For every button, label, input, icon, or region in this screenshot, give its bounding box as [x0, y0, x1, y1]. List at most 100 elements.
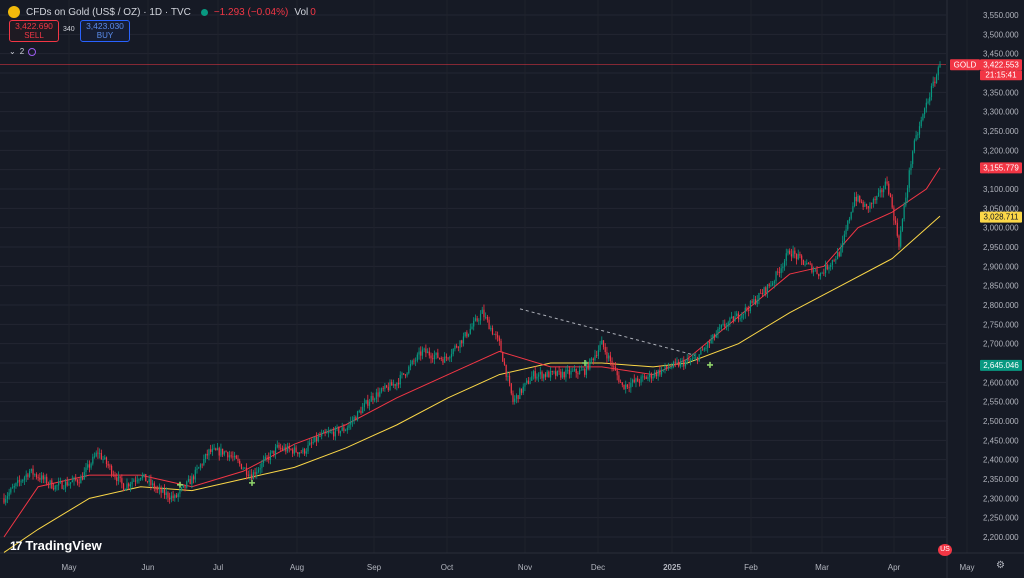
- candle-body: [286, 445, 289, 452]
- candle-body: [333, 431, 335, 437]
- candle-body: [602, 340, 605, 348]
- candle-body: [883, 189, 885, 193]
- candle-body: [908, 170, 910, 188]
- candle-body: [543, 374, 545, 379]
- buy-button[interactable]: 3,423.030 BUY: [80, 20, 130, 42]
- candle-body: [772, 283, 774, 286]
- sell-button[interactable]: 3,422.690 SELL: [9, 20, 59, 42]
- candle-body: [570, 370, 572, 375]
- candle-body: [551, 371, 553, 372]
- candle-body: [370, 396, 372, 402]
- time-axis-labels: May Jun Jul Aug Sep Oct Nov Dec 2025 Feb Mar Apr May: [61, 563, 974, 572]
- candle-body: [191, 476, 193, 485]
- candle-body: [724, 323, 726, 327]
- candle-body: [11, 487, 14, 489]
- candle-body: [802, 259, 804, 265]
- candle-body: [531, 376, 533, 381]
- candle-body: [608, 355, 610, 359]
- candle-body: [22, 479, 24, 482]
- candle-body: [669, 367, 671, 369]
- candle-body: [855, 196, 857, 202]
- candle-body: [271, 450, 273, 453]
- candle-body: [874, 199, 876, 201]
- candle-body: [426, 351, 429, 354]
- candle-body: [223, 451, 225, 455]
- candle-body: [196, 468, 198, 470]
- candle-body: [456, 345, 458, 348]
- candle-body: [249, 474, 251, 476]
- candle-body: [444, 356, 446, 363]
- candle-body: [201, 464, 203, 466]
- candle-body: [290, 449, 292, 450]
- candle-body: [898, 235, 900, 247]
- candle-body: [905, 197, 907, 206]
- price-tick-label: 2,850.000: [983, 282, 1019, 291]
- candle-body: [384, 385, 386, 389]
- indicators-toggle[interactable]: ⌄ 2: [9, 47, 37, 56]
- candle-body: [929, 97, 931, 102]
- last-price-tag-bg: [980, 59, 1022, 71]
- candle-body: [298, 452, 301, 455]
- candle-body: [408, 366, 410, 374]
- candle-body: [787, 250, 789, 254]
- candle-body: [630, 382, 632, 388]
- candle-body: [659, 370, 661, 375]
- candle-body: [734, 316, 736, 322]
- gear-icon[interactable]: ⚙: [996, 560, 1005, 571]
- candle-body: [491, 328, 494, 335]
- candle-body: [300, 452, 302, 454]
- candle-body: [268, 457, 270, 460]
- candle-body: [285, 447, 287, 452]
- candle-body: [6, 496, 9, 499]
- symbol-tag-bg: [950, 59, 980, 71]
- time-tick-label: Feb: [744, 563, 758, 572]
- candle-body: [321, 433, 323, 437]
- candle-body: [924, 108, 926, 115]
- candle-body: [522, 386, 524, 393]
- price-tick-label: 2,700.000: [983, 340, 1019, 349]
- candle-body: [391, 382, 393, 386]
- candle-body: [261, 462, 263, 469]
- candle-body: [749, 301, 752, 311]
- candle-body: [382, 388, 384, 390]
- candle-body: [495, 334, 497, 336]
- candle-body: [831, 260, 833, 265]
- candle-body: [283, 447, 285, 450]
- candle-body: [778, 272, 781, 273]
- candle-body: [579, 369, 581, 375]
- tradingview-logo[interactable]: 17 TradingView: [10, 538, 102, 553]
- candle-body: [548, 371, 550, 378]
- candle-body: [222, 448, 224, 455]
- price-tick-label: 3,000.000: [983, 224, 1019, 233]
- candle-body: [859, 195, 861, 202]
- candle-body: [428, 351, 430, 356]
- candle-body: [527, 380, 529, 384]
- candle-body: [469, 328, 471, 334]
- candle-body: [556, 370, 559, 376]
- candle-body: [206, 453, 208, 456]
- candle-body: [498, 337, 500, 341]
- candle-body: [189, 479, 191, 485]
- candle-body: [365, 400, 367, 404]
- candle-body: [184, 485, 186, 488]
- candle-body: [42, 475, 44, 480]
- candle-body: [466, 332, 468, 337]
- candle-body: [765, 287, 767, 294]
- symbol-title[interactable]: CFDs on Gold (US$ / OZ) · 1D · TVC: [26, 6, 191, 18]
- candle-body: [121, 478, 123, 484]
- sell-price: 3,422.690: [15, 21, 53, 31]
- candle-body: [502, 351, 504, 362]
- symbol-tag: GOLD: [954, 60, 977, 69]
- time-tick-label: Oct: [441, 563, 454, 572]
- candle-body: [51, 480, 53, 489]
- us-flag-icon[interactable]: US: [938, 544, 952, 556]
- candle-body: [727, 322, 729, 327]
- candle-body: [811, 264, 813, 273]
- time-tick-label: Apr: [888, 563, 901, 572]
- candle-body: [416, 354, 418, 361]
- candle-body: [93, 456, 96, 458]
- candle-body: [380, 388, 383, 392]
- candle-body: [532, 371, 535, 377]
- candle-body: [580, 369, 582, 371]
